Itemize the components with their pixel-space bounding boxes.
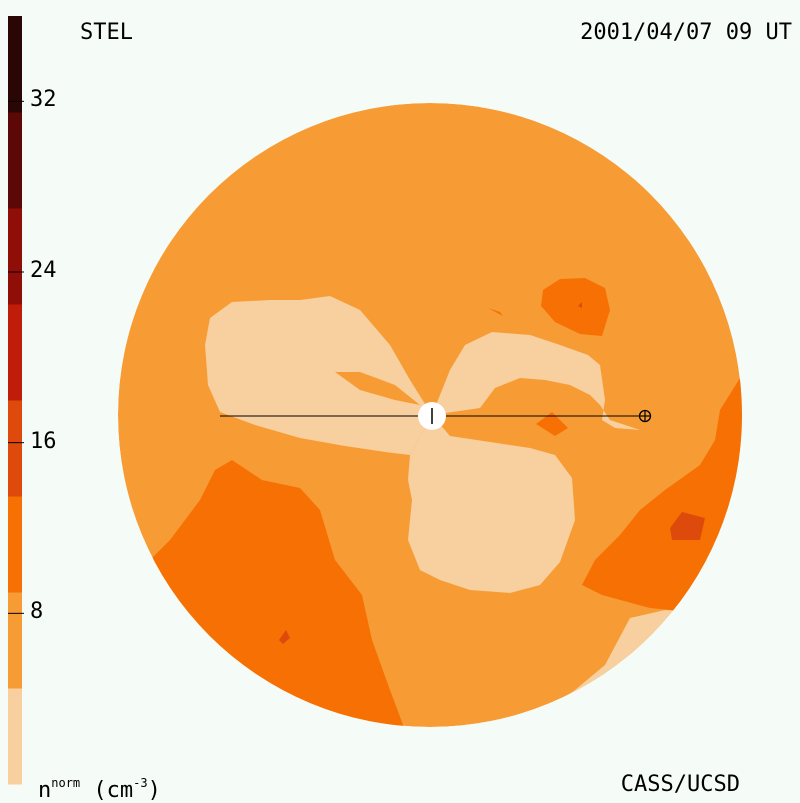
- low-density-region-south-lobe: [408, 415, 575, 593]
- high-density-patch-southwest: [279, 630, 290, 644]
- units-close: ): [147, 778, 161, 803]
- colorbar-units-label: nnorm (cm-3): [38, 772, 161, 802]
- color-scale-bar: [8, 16, 24, 785]
- units-open: (cm: [80, 778, 134, 803]
- colorbar-segment: [8, 400, 22, 497]
- medium-density-sliver: [488, 308, 503, 316]
- colorbar-segment: [8, 304, 22, 401]
- colorbar-segment: [8, 16, 22, 113]
- units-exponent: -3: [133, 776, 148, 790]
- observer-label: STEL: [80, 20, 133, 45]
- medium-density-patch-center: [536, 412, 568, 436]
- colorbar-tick-label: 32: [30, 87, 57, 113]
- medium-density-blob-north: [541, 278, 610, 336]
- colorbar-tick-label: 16: [30, 428, 57, 454]
- colorbar-tick-label: 24: [30, 258, 57, 283]
- low-density-region-west-lobe: [205, 296, 432, 455]
- low-density-region-east-lobe: [432, 332, 640, 430]
- colorbar-tick-label: 8: [30, 599, 44, 625]
- colorbar-segment: [8, 496, 22, 593]
- units-superscript: norm: [51, 776, 81, 790]
- high-density-patch-east: [670, 512, 705, 540]
- density-disk: [118, 103, 742, 727]
- medium-density-notch-west: [335, 372, 420, 405]
- colorbar-segment: [8, 112, 22, 209]
- credit-label: CASS/UCSD: [620, 772, 740, 797]
- sun-marker: [418, 402, 446, 430]
- high-density-patch-north: [578, 302, 582, 308]
- units-base: n: [38, 778, 52, 803]
- timestamp-label: 2001/04/07 09 UT: [580, 20, 792, 45]
- earth-marker-icon: [638, 409, 652, 423]
- colorbar-segment: [8, 688, 22, 785]
- colorbar-segment: [8, 592, 22, 689]
- colorbar-segment: [8, 208, 22, 305]
